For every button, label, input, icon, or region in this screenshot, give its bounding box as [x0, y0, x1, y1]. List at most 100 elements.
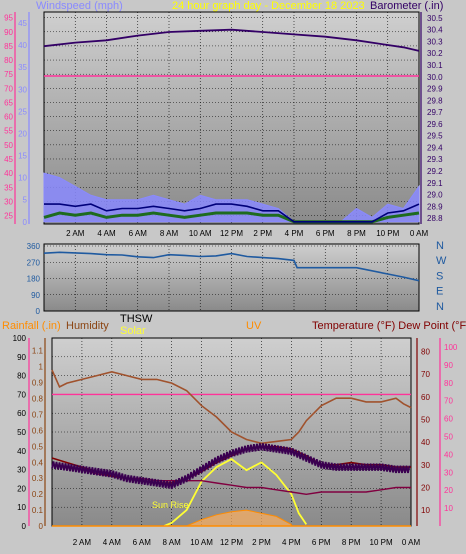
compass-tick-label: E: [436, 286, 443, 298]
x-tick-label: 8 AM: [160, 229, 179, 238]
windspeed-outer-tick-label: 50: [4, 141, 13, 150]
x-tick-label: 2 PM: [253, 229, 272, 238]
barometer-tick-label: 28.9: [427, 202, 443, 211]
thsw-tick-label: 30: [444, 468, 453, 477]
rain-tick-label: 0.7: [32, 410, 44, 419]
windspeed-outer-tick-label: 45: [4, 155, 13, 164]
rain-tick-label: 0.4: [32, 458, 44, 467]
rain-tick-label: 0.6: [32, 426, 44, 435]
windspeed-outer-tick-label: 95: [4, 14, 13, 23]
barometer-tick-label: 29.9: [427, 85, 443, 94]
wind-direction-tick-label: 0: [36, 307, 41, 316]
windspeed-outer-tick-label: 60: [4, 113, 13, 122]
humidity-tick-label: 0: [22, 522, 27, 531]
x-tick-label: 2 PM: [252, 538, 271, 547]
barometer-axis-title: Barometer (.in): [370, 0, 443, 12]
barometer-tick-label: 29.6: [427, 120, 443, 129]
temperature-tick-label: 20: [421, 483, 430, 492]
windspeed-tick-label: 40: [18, 41, 27, 50]
temperature-tick-label: 60: [421, 393, 430, 402]
x-tick-label: 4 PM: [282, 538, 301, 547]
wind-direction-tick-label: 360: [27, 242, 41, 251]
x-tick-label: 4 AM: [97, 229, 116, 238]
windspeed-tick-label: 5: [23, 196, 28, 205]
barometer-tick-label: 29.5: [427, 132, 443, 141]
barometer-tick-label: 30.1: [427, 61, 443, 70]
compass-tick-label: N: [436, 301, 444, 313]
windspeed-tick-label: 15: [18, 152, 27, 161]
thsw-tick-label: 40: [444, 450, 453, 459]
rain-tick-label: 0.3: [32, 474, 44, 483]
x-tick-label: 0 AM: [410, 229, 429, 238]
barometer-tick-label: 29.8: [427, 96, 443, 105]
windspeed-tick-label: 45: [18, 19, 27, 28]
humidity-tick-label: 100: [13, 334, 27, 343]
x-tick-label: 8 PM: [342, 538, 361, 547]
barometer-tick-label: 29.3: [427, 155, 443, 164]
windspeed-outer-tick-label: 85: [4, 42, 13, 51]
x-tick-label: 10 AM: [189, 229, 212, 238]
temperature-dewpoint-axis-title: Temperature (°F) Dew Point (°F): [312, 320, 466, 332]
humidity-tick-label: 30: [17, 466, 26, 475]
windspeed-outer-tick-label: 55: [4, 127, 13, 136]
windspeed-axis-title: Windspeed (mph): [36, 0, 123, 12]
x-tick-label: 4 AM: [103, 538, 122, 547]
chart-title: 24 hour graph day - December 18 2023: [172, 0, 365, 12]
barometer-tick-label: 30.5: [427, 14, 443, 23]
compass-tick-label: N: [436, 240, 444, 252]
x-tick-label: 6 AM: [133, 538, 152, 547]
humidity-tick-label: 20: [17, 484, 26, 493]
thsw-tick-label: 80: [444, 379, 453, 388]
windspeed-outer-tick-label: 75: [4, 70, 13, 79]
barometer-tick-label: 30.4: [427, 26, 443, 35]
thsw-tick-label: 100: [444, 343, 458, 352]
x-tick-label: 6 PM: [316, 229, 335, 238]
thsw-tick-label: 70: [444, 397, 453, 406]
temperature-tick-label: 10: [421, 506, 430, 515]
rain-tick-label: 0.8: [32, 395, 44, 404]
temperature-tick-label: 50: [421, 416, 430, 425]
x-tick-label: 12 PM: [220, 538, 243, 547]
thsw-tick-label: 90: [444, 361, 453, 370]
thsw-tick-label: 50: [444, 432, 453, 441]
windspeed-outer-tick-label: 40: [4, 169, 13, 178]
solar-axis-title: Solar: [120, 325, 146, 337]
windspeed-tick-label: 0: [23, 218, 28, 227]
thsw-axis-title: THSW: [120, 313, 153, 325]
barometer-tick-label: 29.2: [427, 167, 443, 176]
thsw-tick-label: 60: [444, 415, 453, 424]
windspeed-outer-tick-label: 35: [4, 183, 13, 192]
humidity-line: [51, 369, 412, 445]
temperature-tick-label: 70: [421, 370, 430, 379]
rain-tick-label: 0.1: [32, 506, 44, 515]
thsw-line: [51, 443, 411, 490]
windspeed-tick-label: 10: [18, 174, 27, 183]
windspeed-outer-tick-label: 25: [4, 212, 13, 221]
wind-direction-tick-label: 180: [27, 275, 41, 284]
compass-tick-label: W: [436, 255, 447, 267]
uv-axis-title: UV: [246, 320, 262, 332]
temperature-tick-label: 30: [421, 461, 430, 470]
x-tick-label: 10 AM: [190, 538, 213, 547]
humidity-axis-title: Humidity: [66, 320, 109, 332]
rain-tick-label: 0: [39, 522, 44, 531]
barometer-tick-label: 28.8: [427, 214, 443, 223]
rain-tick-label: 0.5: [32, 442, 44, 451]
x-tick-label: 10 PM: [376, 229, 399, 238]
rain-tick-label: 0.2: [32, 490, 44, 499]
solar-line: [163, 458, 308, 527]
barometer-line: [43, 28, 420, 52]
humidity-tick-label: 80: [17, 372, 26, 381]
x-tick-label: 4 PM: [285, 229, 304, 238]
windspeed-outer-tick-label: 30: [4, 197, 13, 206]
x-tick-label: 12 PM: [220, 229, 243, 238]
windspeed-tick-label: 30: [18, 85, 27, 94]
rain-tick-label: 0.9: [32, 379, 44, 388]
wind-barometer-panel: 25 30 35 40 45 50 55 60 65 70 75 80 85 90 95 0 5 10 15 20 2…: [4, 11, 443, 238]
temperature-tick-label: 40: [421, 438, 430, 447]
x-tick-label: 2 AM: [73, 538, 92, 547]
windspeed-outer-tick-label: 80: [4, 56, 13, 65]
x-tick-label: 6 PM: [312, 538, 331, 547]
